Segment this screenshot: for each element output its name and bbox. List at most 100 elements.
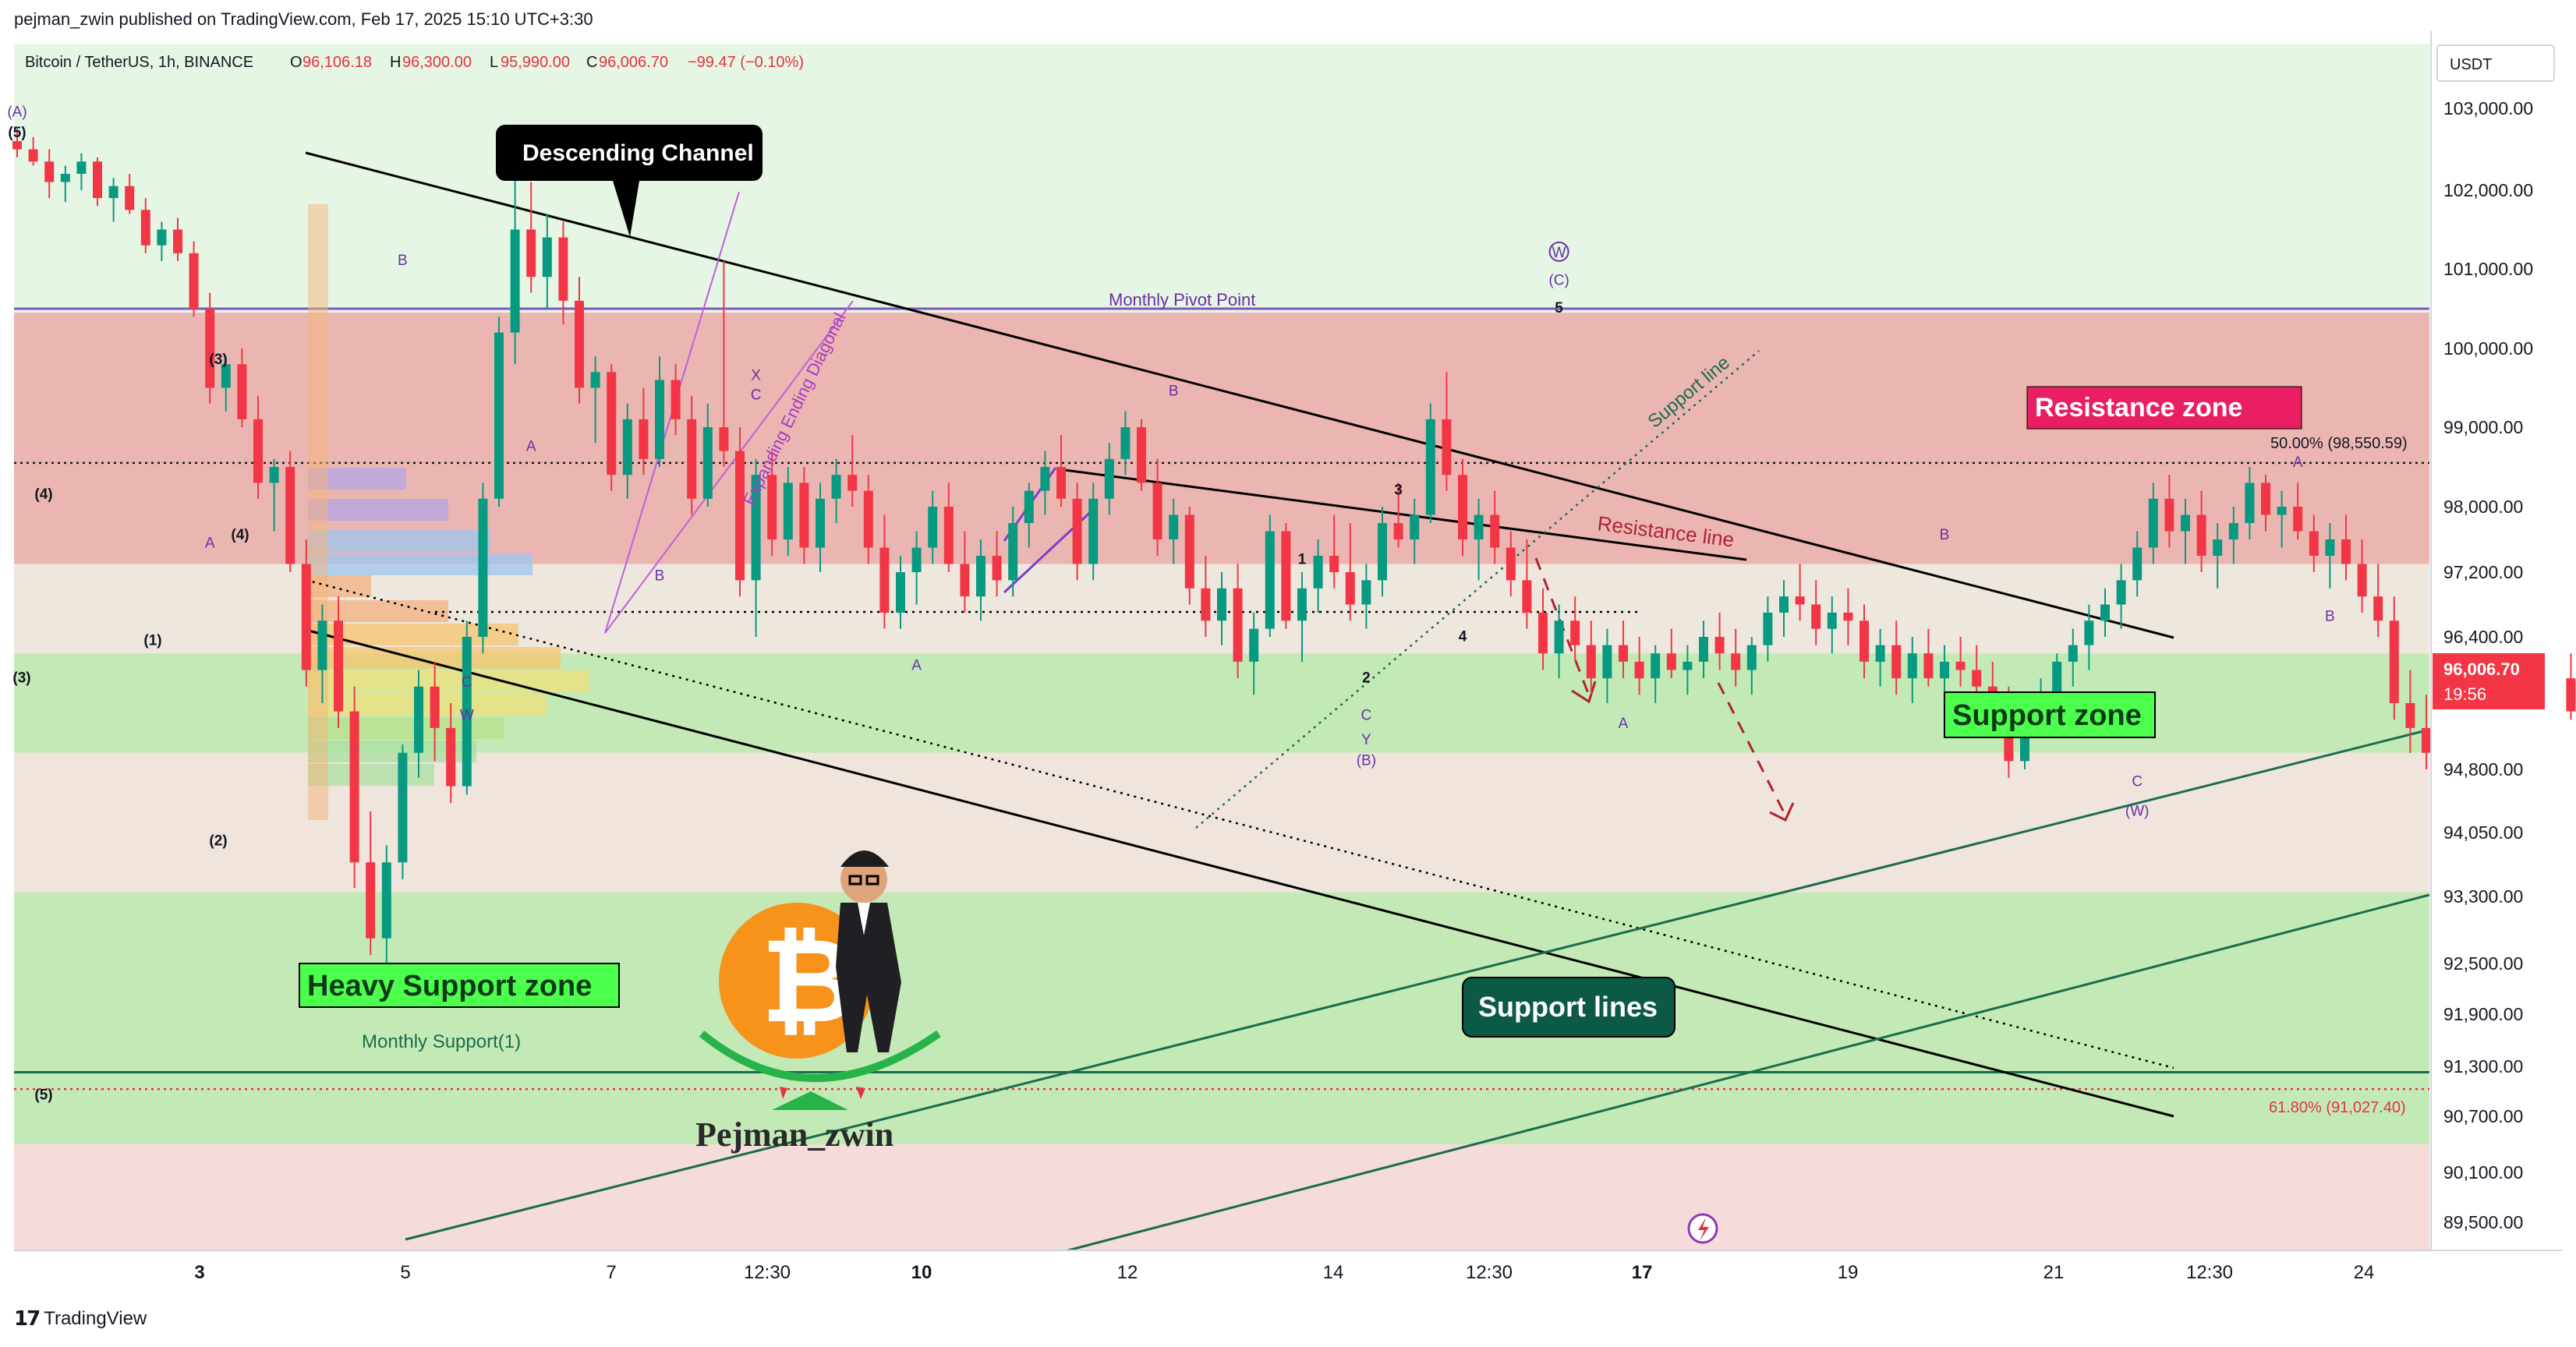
candle-body bbox=[2309, 531, 2319, 556]
candle-body bbox=[157, 229, 167, 246]
wave-label: 1 bbox=[1298, 552, 1307, 568]
x-axis-ticks: 3 5 7 12:30 10 12 14 12:30 17 19 21 12:30 24 bbox=[194, 1262, 2374, 1283]
currency-box[interactable] bbox=[2436, 44, 2555, 82]
footer-brand[interactable]: 𝟭𝟳 TradingView bbox=[14, 1306, 147, 1331]
high-value: 96,300.00 bbox=[402, 54, 472, 71]
y-tick-label: 100,000.00 bbox=[2443, 338, 2533, 359]
y-tick-label: 90,700.00 bbox=[2443, 1106, 2523, 1126]
volume-profile-bar bbox=[308, 694, 547, 716]
projection-arrow-head-1 bbox=[1571, 681, 1597, 704]
candle-body bbox=[575, 300, 584, 388]
y-tick-label: 94,050.00 bbox=[2443, 822, 2523, 843]
wave-label: (4) bbox=[231, 527, 249, 543]
candle-body bbox=[831, 475, 841, 499]
close-value: 96,006.70 bbox=[599, 54, 668, 71]
candle-body bbox=[2196, 514, 2206, 556]
x-tick-label: 5 bbox=[400, 1262, 410, 1283]
candle-body bbox=[1859, 620, 1869, 662]
candle-body bbox=[639, 419, 649, 459]
candle-body bbox=[1586, 645, 1596, 679]
candle-body bbox=[1827, 612, 1837, 629]
monthly-support-label: Monthly Support(1) bbox=[362, 1031, 521, 1052]
wave-label: 3 bbox=[1394, 483, 1403, 499]
candle-body bbox=[2261, 483, 2270, 515]
y-tick-label: 90,100.00 bbox=[2443, 1162, 2523, 1183]
support-line-upper bbox=[405, 728, 2430, 1241]
marker-left bbox=[780, 1087, 787, 1099]
candle-body bbox=[334, 620, 343, 712]
wave-label: (W) bbox=[2125, 803, 2150, 819]
y-tick-label: 92,500.00 bbox=[2443, 953, 2523, 974]
last-price-value: 96,006.70 bbox=[2443, 659, 2520, 679]
candle-body bbox=[1506, 547, 1516, 581]
candle-body bbox=[1795, 596, 1805, 605]
candle-body bbox=[622, 419, 632, 476]
candle-body bbox=[381, 862, 391, 939]
wave-label: A bbox=[526, 439, 536, 455]
candle-body bbox=[799, 483, 809, 548]
candle-body bbox=[44, 161, 55, 182]
candle-body bbox=[1683, 661, 1693, 670]
lightning-icon[interactable] bbox=[1687, 1213, 1718, 1244]
wave-label: (B) bbox=[1357, 753, 1376, 769]
candle-body bbox=[751, 475, 761, 581]
candle-body bbox=[590, 372, 600, 388]
candle-body bbox=[1490, 514, 1500, 548]
candle-body bbox=[108, 186, 119, 199]
y-tick-label: 91,300.00 bbox=[2443, 1056, 2523, 1077]
candle-body bbox=[1297, 588, 1307, 621]
projection-arrow-head-2 bbox=[1769, 802, 1795, 822]
price-axis[interactable] bbox=[2431, 44, 2562, 1250]
candle-body bbox=[671, 380, 681, 419]
wave-label: B bbox=[2325, 608, 2335, 624]
wave-label: C bbox=[1361, 707, 1372, 723]
candle-body bbox=[205, 309, 215, 388]
candle-body bbox=[1714, 637, 1725, 654]
y-axis-ticks: 103,000.00 102,000.00 101,000.00 100,000.00… bbox=[2443, 98, 2533, 1232]
candle-body bbox=[93, 161, 102, 199]
high-label: H bbox=[390, 54, 401, 71]
candle-body bbox=[1442, 419, 1452, 476]
wave-label: B bbox=[1940, 527, 1950, 543]
support-zone-box[interactable]: Support zone bbox=[1944, 691, 2156, 738]
wave-label: C bbox=[751, 387, 762, 404]
x-tick-label: 14 bbox=[1323, 1262, 1344, 1283]
wave-label: (3) bbox=[12, 670, 30, 686]
candle-body bbox=[1619, 645, 1628, 662]
candle-body bbox=[430, 686, 440, 728]
wave-label: (5) bbox=[8, 125, 26, 141]
candle-body bbox=[1699, 637, 1708, 662]
candle-body bbox=[221, 364, 231, 388]
candle-body bbox=[173, 229, 182, 253]
candle-body bbox=[1008, 523, 1018, 581]
volume-profile-bar bbox=[308, 600, 448, 622]
candle-body bbox=[1602, 645, 1612, 679]
candle-body bbox=[1425, 419, 1435, 515]
candle-body bbox=[494, 332, 504, 499]
volume-profile-bar bbox=[308, 530, 490, 552]
candle-body bbox=[542, 237, 552, 278]
x-tick-label: 17 bbox=[1632, 1262, 1653, 1283]
heavy-support-zone-box[interactable]: Heavy Support zone bbox=[299, 963, 620, 1008]
volume-profile-bar bbox=[308, 670, 589, 692]
y-tick-label: 97,200.00 bbox=[2443, 562, 2523, 582]
resistance-zone-box[interactable]: Resistance zone bbox=[2026, 386, 2302, 430]
monthly-pivot-label: Monthly Pivot Point bbox=[1109, 290, 1255, 309]
descending-channel-callout[interactable]: Descending Channel bbox=[496, 125, 763, 237]
candle-body bbox=[1249, 628, 1259, 662]
open-value: 96,106.18 bbox=[303, 54, 372, 71]
projection-arrow-2 bbox=[1717, 682, 1787, 816]
publisher-line: pejman_zwin published on TradingView.com… bbox=[14, 9, 593, 29]
candle-body bbox=[1940, 661, 1949, 679]
descending-channel-label: Descending Channel bbox=[522, 140, 754, 166]
candle-body bbox=[2566, 678, 2576, 712]
close-label: C bbox=[586, 54, 597, 71]
candle-body bbox=[1313, 556, 1323, 589]
countdown-value: 19:56 bbox=[2443, 684, 2486, 704]
support-lines-box[interactable]: Support lines bbox=[1462, 977, 1675, 1038]
candle-body bbox=[1763, 612, 1773, 645]
x-tick-label: 12:30 bbox=[744, 1262, 791, 1283]
candle-body bbox=[702, 427, 713, 499]
candle-body bbox=[2084, 620, 2094, 645]
